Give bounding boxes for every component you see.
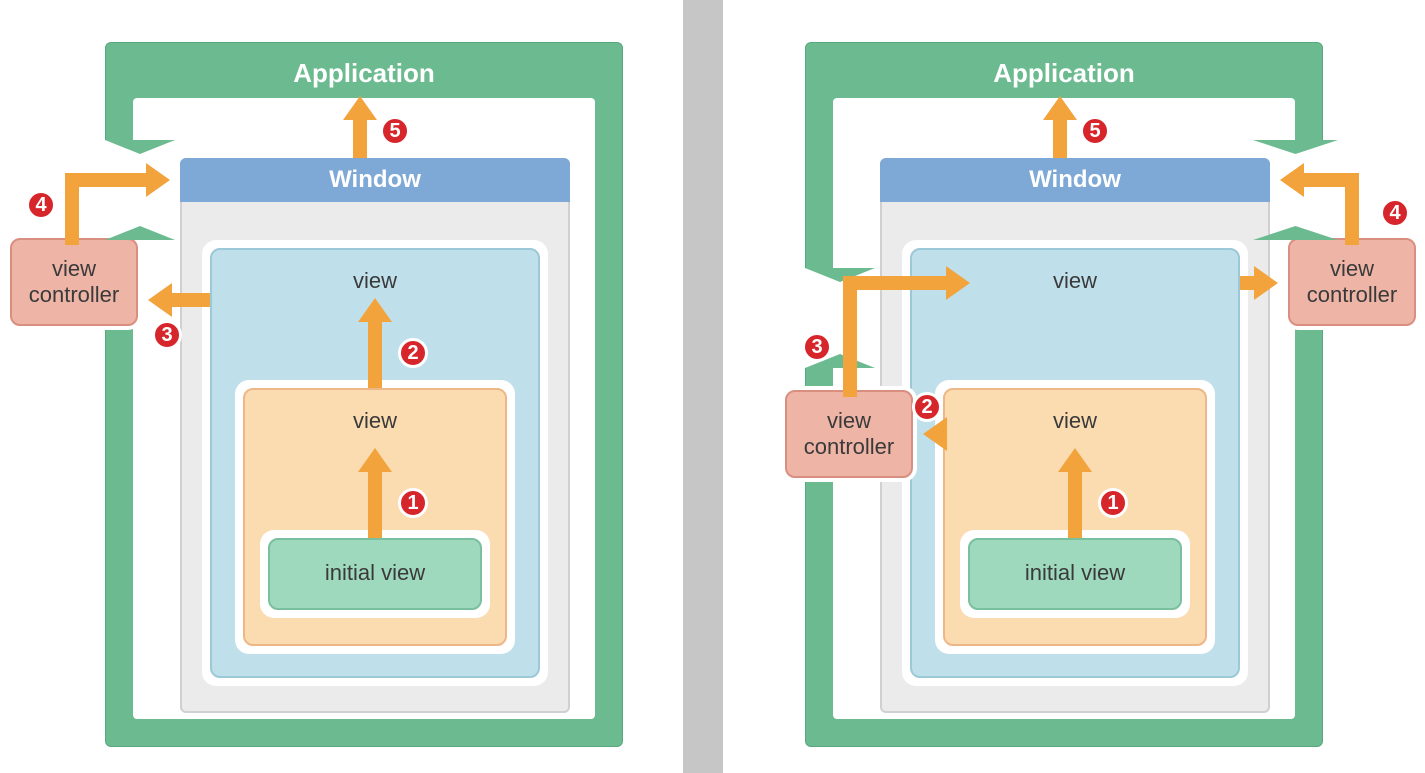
right-view-outer-label: view [910, 268, 1240, 294]
right-view-controller-left-label1: view [785, 408, 913, 434]
green-cut-0 [105, 140, 175, 240]
left-badge-2: 2 [398, 338, 428, 368]
right-badge-4: 4 [1380, 198, 1410, 228]
right-view-inner-label: view [943, 408, 1207, 434]
left-application-label: Application [105, 58, 623, 89]
left-window-label: Window [180, 166, 570, 194]
center-divider [683, 0, 723, 773]
right-view-controller-right-label2: controller [1288, 282, 1416, 308]
right-badge-5: 5 [1080, 116, 1110, 146]
right-application-label: Application [805, 58, 1323, 89]
left-view-inner-label: view [243, 408, 507, 434]
left-badge-5: 5 [380, 116, 410, 146]
left-view-outer-label: view [210, 268, 540, 294]
left-badge-1: 1 [398, 488, 428, 518]
left-badge-3: 3 [152, 320, 182, 350]
left-badge-4: 4 [26, 190, 56, 220]
right-badge-2: 2 [912, 392, 942, 422]
right-initial-view-label: initial view [968, 560, 1182, 586]
left-view-controller-label1: view [10, 256, 138, 282]
right-view-controller-left-label2: controller [785, 434, 913, 460]
right-badge-3: 3 [802, 332, 832, 362]
left-view-controller-label2: controller [10, 282, 138, 308]
diagram-canvas: Application Window view view initial view vie… [0, 0, 1425, 773]
right-badge-1: 1 [1098, 488, 1128, 518]
left-initial-view-label: initial view [268, 560, 482, 586]
right-view-controller-right-label1: view [1288, 256, 1416, 282]
right-window-label: Window [880, 166, 1270, 194]
